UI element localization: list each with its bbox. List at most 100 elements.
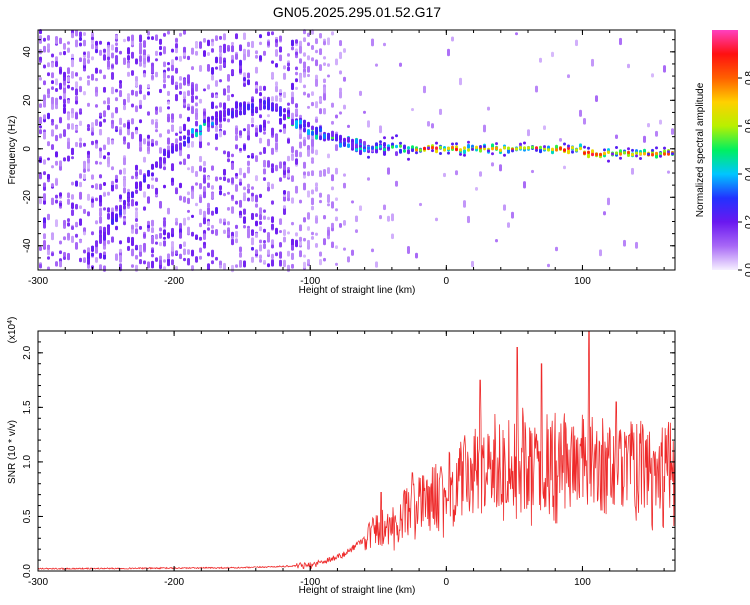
spectrogram-cell <box>323 78 326 84</box>
spectrogram-cell <box>283 65 286 70</box>
snr-y-multiplier: (x104) <box>7 317 19 344</box>
spectrogram-cell <box>311 139 314 147</box>
spectrogram-cell <box>39 197 42 205</box>
spectrogram-cell <box>347 124 350 128</box>
spectrogram-cell <box>163 32 166 37</box>
spectrogram-cell <box>255 50 258 55</box>
spectrogram-cell <box>227 87 230 94</box>
spectrogram-cell <box>315 101 318 109</box>
spectrogram-cell <box>215 133 218 140</box>
spectrogram-cell <box>243 144 246 150</box>
spectrogram-cell <box>231 54 234 61</box>
spectrogram-cell <box>103 253 106 260</box>
snr-x-ticks: -300 -200 -100 0 100 <box>28 331 665 588</box>
spectrogram-cell <box>143 73 146 78</box>
spectrogram-cell <box>279 54 282 62</box>
spectrogram-cell <box>147 140 150 147</box>
spectrogram-cell <box>135 228 138 235</box>
spectrogram-cell <box>131 199 134 207</box>
spectrogram-cell <box>175 143 178 151</box>
spectrogram-cell <box>99 40 102 45</box>
spectrogram-cell <box>619 152 622 156</box>
spectrogram-cell <box>135 129 138 135</box>
spectrogram-cell <box>311 159 314 164</box>
spectrogram-cell <box>463 200 466 208</box>
spectrogram-cell <box>227 178 230 183</box>
spectrogram-cell <box>163 150 166 156</box>
spectrogram-cell <box>55 97 58 105</box>
spectrogram-cell <box>371 248 374 253</box>
spectrogram-cell <box>103 155 106 160</box>
spectrogram-cell <box>343 173 346 177</box>
spectrogram-cell <box>251 237 254 246</box>
spectrogram-cell <box>171 64 174 72</box>
spectrogram-cell <box>335 197 338 201</box>
spectrogram-cell <box>43 80 46 86</box>
spectrogram-cell <box>603 151 606 156</box>
spectrogram-cell <box>459 152 462 156</box>
spectrogram-cell <box>287 53 290 57</box>
spectrogram-cell <box>295 232 298 237</box>
spectrogram-cell <box>275 63 278 68</box>
spectrogram-cell <box>47 88 50 95</box>
spectrogram-cell <box>491 162 494 167</box>
spectrogram-cell <box>259 105 262 111</box>
spectrogram-cell <box>163 229 166 236</box>
spectrogram-cell <box>111 236 114 243</box>
spectrogram-cell <box>175 138 178 144</box>
spectrogram-cell <box>251 103 254 109</box>
spectrogram-cell <box>319 251 322 257</box>
spectrogram-cell <box>163 83 166 89</box>
spectrogram-cell <box>335 216 338 222</box>
spectrogram-cell <box>259 151 262 155</box>
spectrogram-cell <box>171 59 174 67</box>
spectrogram-cell <box>451 142 454 146</box>
spectrogram-cell <box>179 182 182 189</box>
spectrogram-cell <box>191 133 194 139</box>
spectrogram-cell <box>455 142 458 146</box>
spectrogram-cell <box>191 66 194 71</box>
spectrogram-cell <box>95 40 98 46</box>
spectrogram-cell <box>99 264 102 271</box>
spectrogram-cell <box>103 231 106 237</box>
spectrogram-x-tick-label: -300 <box>28 276 48 287</box>
spectrogram-cell <box>319 33 322 39</box>
spectrogram-cell <box>659 119 662 125</box>
spectrogram-cell <box>571 150 574 154</box>
spectrogram-cell <box>291 252 294 260</box>
spectrogram-cell <box>155 106 158 111</box>
spectrogram-cell <box>59 117 62 124</box>
spectrogram-cell <box>183 52 186 57</box>
spectrogram-cell <box>595 95 598 102</box>
spectrogram-cell <box>83 51 86 55</box>
spectrogram-cell <box>315 149 318 156</box>
spectrogram-cell <box>107 51 110 59</box>
spectrogram-cell <box>107 156 110 164</box>
colorbar-tick-label: 0.2 <box>744 215 750 229</box>
spectrogram-cell <box>99 207 102 213</box>
spectrogram-cell <box>459 77 462 86</box>
spectrogram-cell <box>39 125 42 129</box>
spectrogram-cell <box>51 102 54 110</box>
spectrogram-cell <box>271 96 274 102</box>
spectrogram-cell <box>611 152 614 156</box>
spectrogram-cell <box>599 152 602 157</box>
spectrogram-cell <box>187 216 190 221</box>
spectrogram-cell <box>387 146 390 150</box>
spectrogram-cell <box>171 246 174 252</box>
spectrogram-cell <box>467 143 470 149</box>
spectrogram-cell <box>171 124 174 132</box>
spectrogram-cell <box>167 30 170 35</box>
spectrogram-cell <box>315 118 318 123</box>
spectrogram-cell <box>179 150 182 157</box>
spectrogram-cell <box>143 206 146 211</box>
spectrogram-cell <box>247 166 250 174</box>
spectrogram-cell <box>227 118 230 123</box>
spectrogram-cell <box>279 35 282 42</box>
spectrogram-cell <box>79 205 82 210</box>
spectrogram-cell <box>507 222 510 228</box>
spectrogram-cell <box>207 202 210 209</box>
spectrogram-cell <box>219 79 222 83</box>
spectrogram-cell <box>339 87 342 92</box>
spectrogram-cell <box>171 75 174 80</box>
